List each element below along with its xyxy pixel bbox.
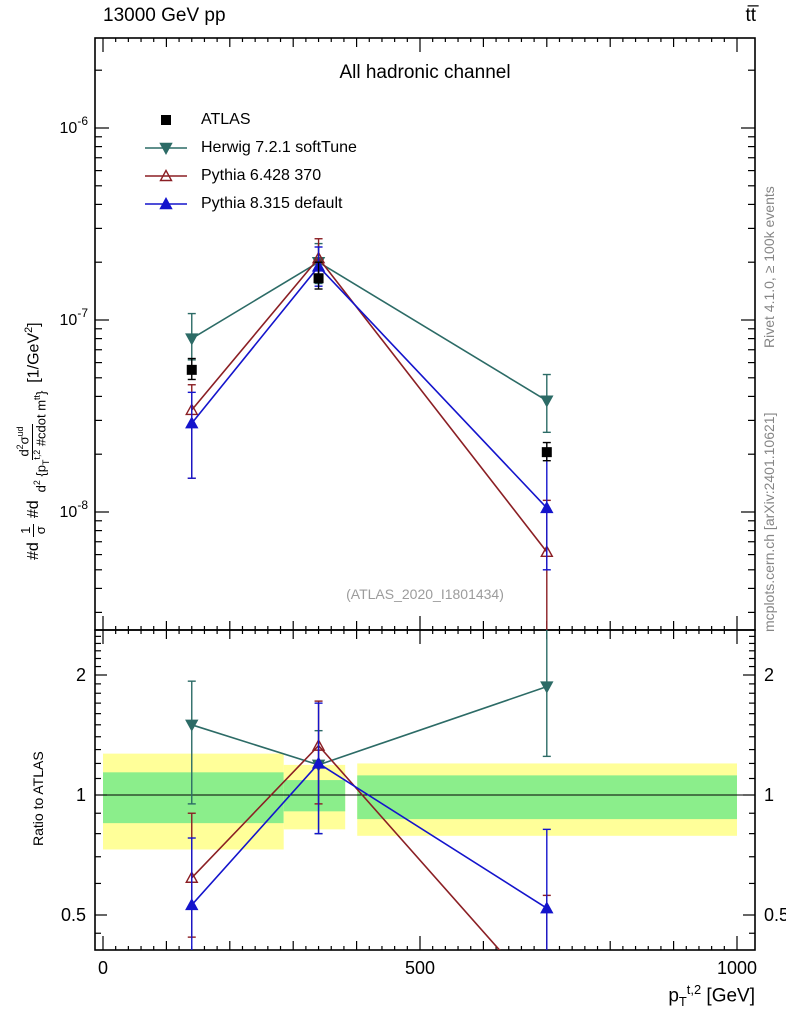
ylabel-fraction-2: d2σud d2 {pTt,2 #cdot mtt} [15, 388, 51, 496]
pythia8-marker [311, 756, 326, 769]
pythia8-legend-marker [145, 197, 187, 210]
ratio-y-tick-label-right: 2 [764, 665, 774, 685]
green-band [283, 780, 346, 812]
ylabel-frac2-denominator: d2 {pTt,2 #cdot mtt} [31, 390, 51, 493]
legend: ATLAS Herwig 7.2.1 softTune Pythia 6.428 3… [143, 106, 357, 218]
main-y-tick-label: 10-8 [60, 498, 89, 521]
green-band [103, 772, 284, 824]
x-axis-label: pTt,2 [GeV] [668, 982, 755, 1010]
pythia8-marker [185, 897, 199, 911]
analysis-watermark: (ATLAS_2020_I1801434) [346, 586, 504, 602]
ylabel-frac1-numerator: 1 [18, 523, 35, 537]
main-panel-series [185, 238, 554, 630]
process-label: tt̅ [745, 5, 756, 26]
pythia8-marker [540, 901, 554, 914]
x-tick-label: 0 [98, 958, 108, 978]
ratio-uncertainty-bands [103, 753, 737, 850]
ylabel-frac2-numerator: d2σud [15, 423, 33, 460]
rivet-version-note: Rivet 4.1.0, ≥ 100k events [761, 186, 777, 348]
main-y-tick-label: 10-6 [60, 114, 89, 137]
herwig-marker [540, 395, 554, 408]
pythia6-line [191, 256, 548, 553]
pythia6-marker [159, 169, 173, 182]
legend-label-pythia6: Pythia 6.428 370 [201, 167, 322, 184]
pythia6-legend-marker [145, 169, 187, 182]
legend-label-pythia8: Pythia 8.315 default [201, 195, 343, 212]
legend-label-atlas: ATLAS [201, 111, 251, 128]
ratio-y-tick-label-left: 1 [76, 785, 86, 805]
ylabel-units: [1/GeV2] [23, 322, 43, 383]
atlas-marker [541, 447, 552, 458]
ylabel-token-d1: #d [24, 542, 42, 560]
herwig-line [191, 261, 548, 402]
legend-item-atlas: ATLAS [143, 106, 357, 134]
green-band [357, 775, 737, 820]
pythia8-line [191, 265, 548, 509]
ratio-y-tick-label-right: 0.5 [764, 905, 786, 925]
pythia8-marker [185, 416, 199, 429]
atlas-legend-marker [161, 115, 171, 125]
atlas-marker [186, 364, 197, 375]
y-axis-label-main: #d 1 σ #d d2σud d2 {pTt,2 #cdot mtt} [1/… [15, 322, 51, 560]
legend-item-pythia8: Pythia 8.315 default [143, 190, 357, 218]
main-y-tick-label: 10-7 [60, 306, 89, 329]
pythia8-marker [540, 500, 554, 514]
legend-label-herwig: Herwig 7.2.1 softTune [201, 139, 357, 156]
ratio-y-tick-label-left: 2 [76, 665, 86, 685]
ylabel-fraction-1: 1 σ [18, 523, 49, 537]
beam-energy-label: 13000 GeV pp [103, 5, 226, 26]
ylabel-token-d2: #d [24, 500, 42, 519]
herwig-marker [159, 142, 173, 155]
ratio-y-tick-label-left: 0.5 [61, 905, 86, 925]
herwig-line [191, 685, 548, 766]
ratio-panel-series [185, 630, 554, 950]
chart-title: All hadronic channel [339, 62, 511, 83]
x-tick-label: 1000 [717, 958, 757, 978]
herwig-marker [185, 333, 199, 346]
legend-item-pythia6: Pythia 6.428 370 [143, 162, 357, 190]
atlas-marker [161, 115, 171, 125]
pythia8-marker [159, 197, 173, 210]
y-axis-label-ratio: Ratio to ATLAS [30, 751, 46, 846]
legend-item-herwig: Herwig 7.2.1 softTune [143, 134, 357, 162]
herwig-marker [540, 681, 554, 694]
x-tick-label: 500 [405, 958, 435, 978]
herwig-legend-marker [145, 142, 187, 155]
mcplots-arxiv-note: mcplots.cern.ch [arXiv:2401.10621] [761, 412, 777, 632]
ratio-panel-frame [94, 629, 756, 951]
herwig-marker [185, 719, 199, 732]
ylabel-frac1-denominator: σ [33, 526, 49, 535]
ratio-y-tick-label-right: 1 [764, 785, 774, 805]
atlas-marker [313, 273, 324, 284]
